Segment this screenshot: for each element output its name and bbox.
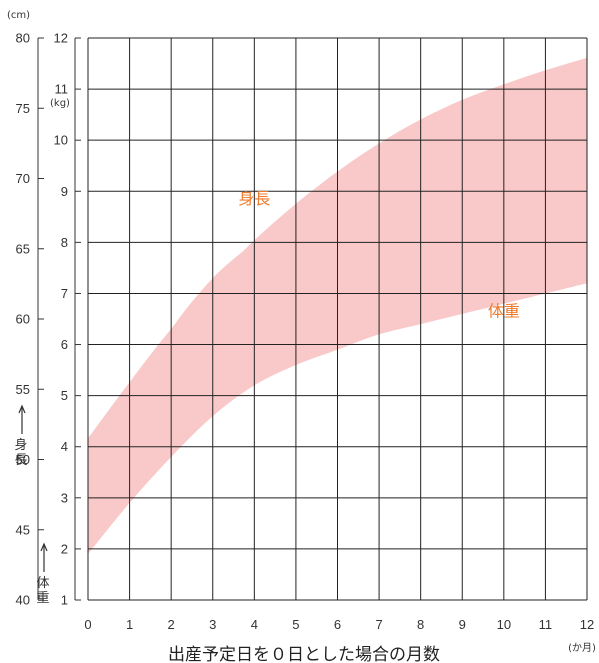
- height-tick-label: 80: [16, 31, 30, 46]
- height-tick-label: 40: [16, 593, 30, 608]
- height-tick-label: 65: [16, 241, 30, 256]
- weight-annotation: 体重: [488, 301, 520, 320]
- x-tick-label: 4: [251, 617, 258, 632]
- x-tick-label: 0: [84, 617, 91, 632]
- weight-tick-label: 1: [61, 593, 68, 608]
- x-tick-label: 6: [334, 617, 341, 632]
- height-tick-label: 50: [16, 452, 30, 467]
- chart-axes: [18, 37, 81, 601]
- height-unit-label: (cm): [7, 10, 30, 21]
- height-axis-label-char: 長: [14, 453, 27, 468]
- x-tick-label: 11: [539, 617, 553, 632]
- weight-tick-label: 10: [54, 133, 68, 148]
- height-tick-label: 45: [16, 522, 30, 537]
- weight-tick-label: 4: [61, 439, 68, 454]
- weight-tick-label: 3: [61, 490, 68, 505]
- height-arrow-head: [18, 404, 26, 414]
- weight-tick-label: 5: [61, 388, 68, 403]
- height-tick-label: 55: [16, 382, 30, 397]
- x-tick-label: 2: [168, 617, 175, 632]
- weight-tick-label: 9: [61, 184, 68, 199]
- chart-labels: 404550556065707580(cm)123456789101112(kg…: [7, 10, 596, 663]
- weight-tick-label: 11: [55, 82, 69, 97]
- weight-tick-label: 8: [61, 235, 68, 250]
- x-tick-label: 5: [292, 617, 299, 632]
- x-unit-label: (か月): [568, 642, 596, 654]
- weight-tick-label: 12: [54, 31, 68, 46]
- x-tick-label: 7: [375, 617, 382, 632]
- height-tick-label: 70: [16, 171, 30, 186]
- weight-unit-label: (kg): [50, 98, 70, 109]
- weight-tick-label: 2: [61, 541, 68, 556]
- weight-tick-label: 6: [61, 337, 68, 352]
- weight-arrow-head: [40, 542, 48, 552]
- weight-tick-label: 7: [61, 286, 68, 301]
- weight-axis-label-char: 重: [36, 590, 49, 606]
- chart-grid: [87, 37, 588, 601]
- height-tick-label: 75: [16, 101, 30, 116]
- x-tick-label: 8: [417, 617, 424, 632]
- x-tick-label: 10: [497, 617, 511, 632]
- height-annotation: 身長: [238, 189, 270, 208]
- x-axis-title: 出産予定日を０日とした場合の月数: [168, 645, 440, 663]
- x-tick-label: 1: [126, 617, 133, 632]
- x-tick-label: 12: [580, 617, 594, 632]
- height-tick-label: 60: [16, 312, 30, 327]
- x-tick-label: 9: [459, 617, 466, 632]
- weight-axis-label-char: 体: [36, 576, 49, 591]
- height-axis-label-char: 身: [14, 437, 27, 453]
- x-tick-label: 3: [209, 617, 216, 632]
